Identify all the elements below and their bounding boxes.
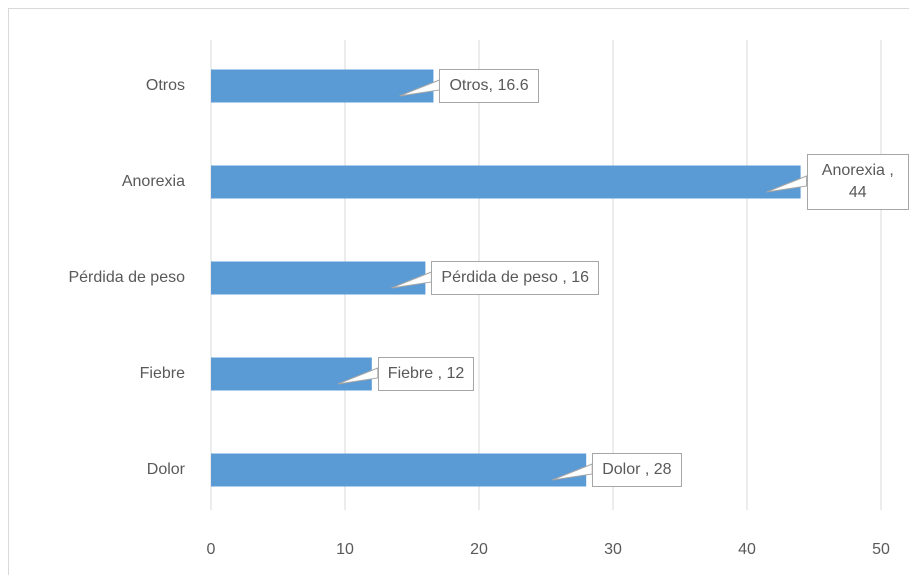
x-tick-label: 50 bbox=[872, 541, 890, 558]
y-tick-label: Otros bbox=[146, 77, 185, 94]
bar bbox=[211, 357, 372, 391]
y-tick-label: Dolor bbox=[147, 461, 186, 478]
bar bbox=[211, 165, 801, 199]
y-tick-label: Fiebre bbox=[140, 365, 185, 382]
data-label: Dolor , 28 bbox=[592, 453, 682, 487]
x-tick-label: 40 bbox=[738, 541, 756, 558]
data-label: Anorexia , 44 bbox=[806, 154, 909, 210]
bar bbox=[211, 261, 426, 295]
y-tick-label: Anorexia bbox=[122, 173, 185, 190]
bar bbox=[211, 69, 434, 103]
x-tick-label: 30 bbox=[604, 541, 622, 558]
bar bbox=[211, 453, 587, 487]
y-tick-label: Pérdida de peso bbox=[68, 269, 185, 286]
x-tick-label: 10 bbox=[336, 541, 354, 558]
data-label: Fiebre , 12 bbox=[377, 357, 475, 391]
data-label: Pérdida de peso , 16 bbox=[431, 261, 600, 295]
chart-border bbox=[8, 8, 909, 575]
x-tick-label: 20 bbox=[470, 541, 488, 558]
x-tick-label: 0 bbox=[207, 541, 216, 558]
data-label: Otros, 16.6 bbox=[439, 69, 539, 103]
